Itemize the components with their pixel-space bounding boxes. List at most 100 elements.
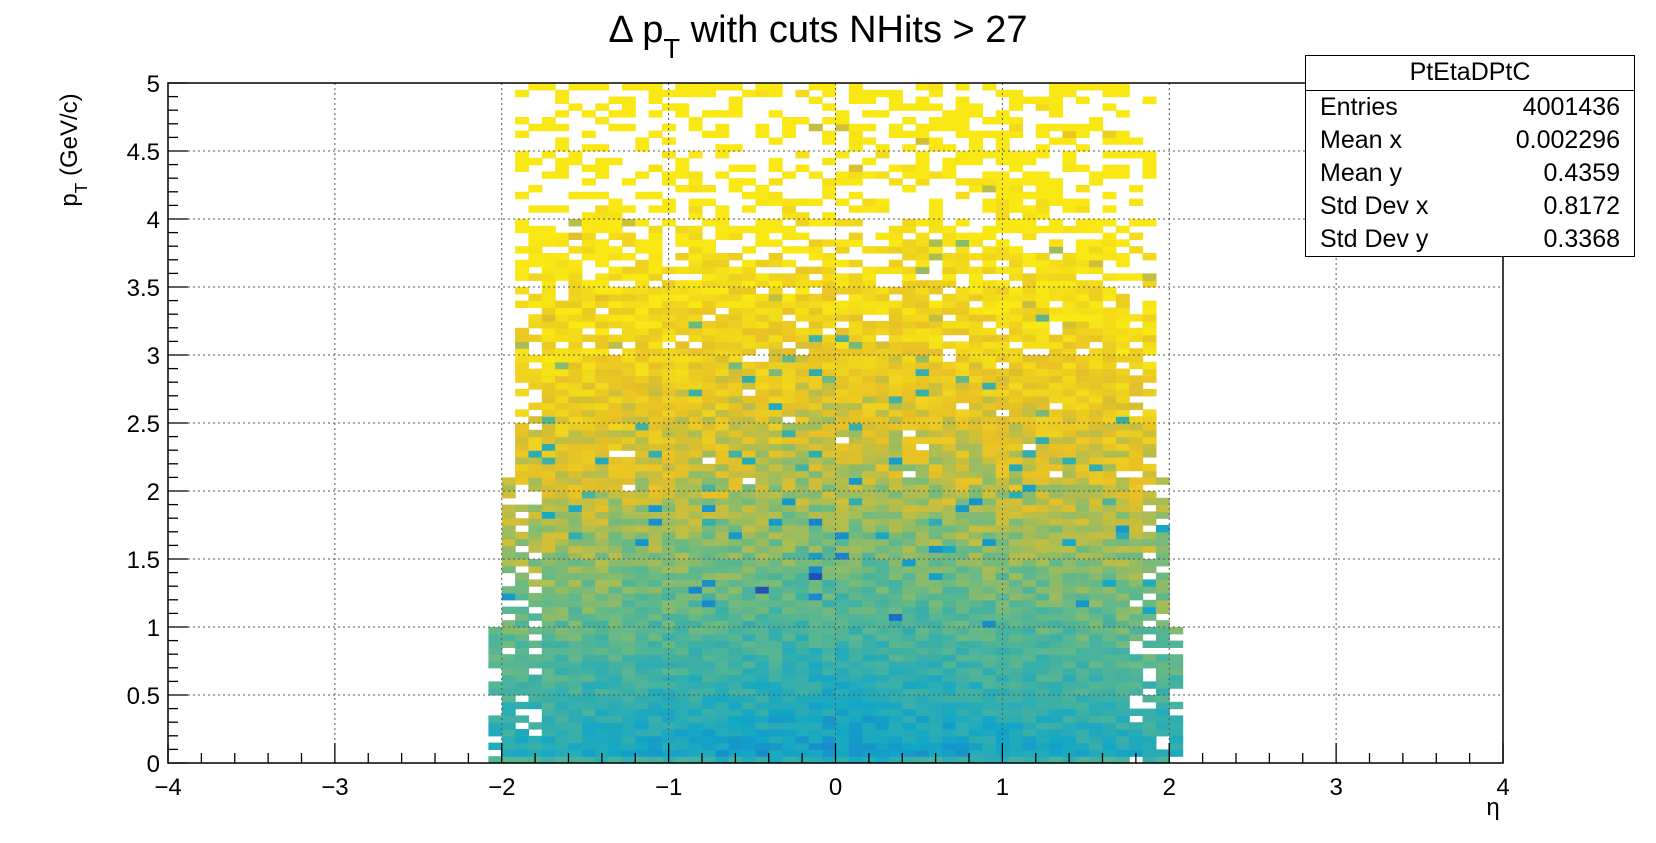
heatmap-bin [875,586,890,594]
heatmap-bin [1022,756,1037,764]
heatmap-bin [555,239,570,247]
heatmap-bin [1049,606,1064,614]
heatmap-bin [568,293,583,302]
heatmap-bin [528,531,543,540]
heatmap-bin [782,633,797,642]
heatmap-bin [541,695,556,703]
heatmap-bin [742,572,756,580]
heatmap-bin [848,729,863,737]
heatmap-bin [621,307,636,315]
heatmap-bin [742,178,756,186]
heatmap-bin [795,586,810,594]
heatmap-bin [675,586,690,594]
heatmap-bin [995,559,1010,567]
heatmap-bin [608,633,623,642]
heatmap-bin [581,531,596,540]
heatmap-bin [742,708,756,716]
heatmap-bin [1049,423,1064,431]
heatmap-bin [1062,722,1077,730]
heatmap-bin [875,355,890,363]
heatmap-bin [862,647,877,655]
heatmap-bin [902,382,917,390]
heatmap-bin [915,735,930,744]
heatmap-bin [648,96,663,104]
heatmap-bin [888,300,903,308]
heatmap-bin [995,117,1010,125]
heatmap-bin [1009,178,1023,186]
heatmap-bin [1115,729,1130,737]
heatmap-bin [995,531,1010,540]
heatmap-bin [568,518,583,526]
heatmap-bin [635,300,650,308]
heatmap-bin [1115,395,1130,404]
heatmap-bin [822,681,837,689]
heatmap-bin [1129,667,1144,676]
heatmap-bin [848,531,863,540]
heatmap-bin [675,613,690,621]
heatmap-bin [675,307,690,315]
heatmap-bin [942,674,957,682]
heatmap-bin [635,552,650,560]
heatmap-bin [608,525,623,533]
heatmap-bin [969,565,983,574]
heatmap-bin [822,633,837,642]
heatmap-bin [528,593,543,601]
heatmap-bin [875,293,890,302]
heatmap-bin [888,504,903,512]
heatmap-bin [688,531,703,540]
heatmap-bin [635,341,650,349]
heatmap-bin [568,423,583,431]
heatmap-bin [782,695,797,703]
heatmap-bin [955,518,970,526]
heatmap-bin [675,157,690,166]
heatmap-bin [515,606,530,614]
heatmap-bin [755,123,770,132]
heatmap-bin [568,667,583,676]
heatmap-bin [782,450,797,458]
heatmap-bin [595,463,610,472]
heatmap-bin [688,518,703,526]
heatmap-bin [1062,695,1077,703]
heatmap-bin [902,538,917,546]
heatmap-bin [742,457,756,465]
heatmap-bin [915,559,930,567]
heatmap-bin [515,735,530,744]
heatmap-bin [862,361,877,370]
heatmap-bin [515,688,530,696]
heatmap-bin [581,239,596,247]
heatmap-bin [848,722,863,730]
heatmap-bin [728,470,743,478]
heatmap-bin [675,491,690,499]
heatmap-bin [1129,443,1144,451]
heatmap-bin [581,443,596,451]
heatmap-bin [675,688,690,696]
heatmap-bin [928,198,943,206]
heatmap-bin [782,123,797,132]
heatmap-bin [648,89,663,98]
heatmap-bin [942,280,957,288]
stats-value: 0.3368 [1543,225,1620,253]
heatmap-bin [1142,307,1157,315]
heatmap-bin [848,273,863,281]
heatmap-bin [581,450,596,458]
heatmap-bin [1022,212,1037,220]
heatmap-bin [581,599,596,608]
heatmap-bin [822,83,837,91]
heatmap-bin [808,123,823,132]
heatmap-bin [1035,579,1050,587]
heatmap-bin [528,661,543,669]
heatmap-bin [635,545,650,553]
heatmap-bin [648,579,663,587]
heatmap-bin [848,321,863,329]
heatmap-bin [621,688,636,696]
heatmap-bin [635,273,650,281]
heatmap-bin [728,375,743,383]
heatmap-bin [621,239,636,247]
heatmap-bin [1049,307,1064,315]
heatmap-bin [581,191,596,200]
heatmap-bin [621,395,636,404]
heatmap-bin [768,361,783,370]
heatmap-bin [1075,701,1090,710]
heatmap-bin [1089,579,1104,587]
heatmap-bin [955,293,970,302]
